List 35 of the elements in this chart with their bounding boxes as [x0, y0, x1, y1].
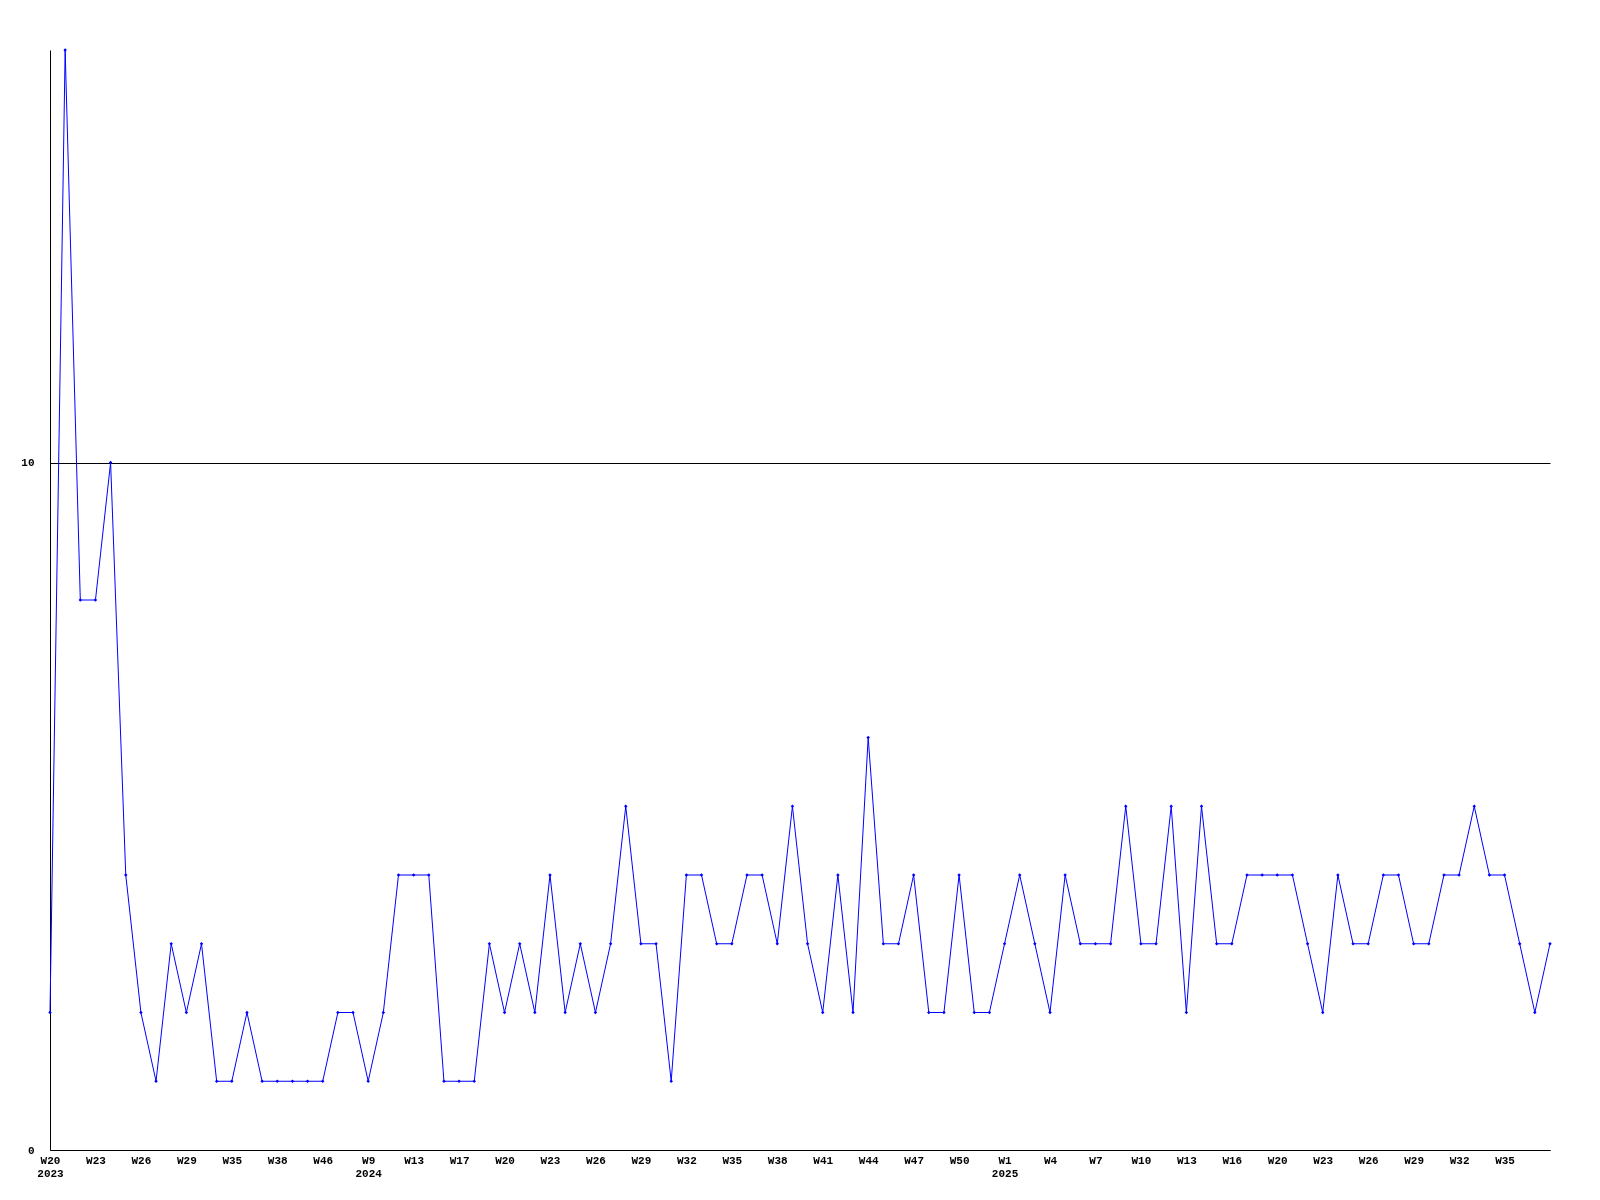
x-tick-label: W32: [676, 1154, 697, 1167]
x-tick-label: W7: [1089, 1154, 1103, 1167]
y-tick-label: 0: [27, 1144, 35, 1157]
x-tick-label: W4: [1043, 1154, 1058, 1167]
x-tick-label: W16: [1222, 1154, 1243, 1167]
x-tick-label: W23: [540, 1154, 561, 1167]
x-tick-label: W35: [222, 1154, 243, 1167]
x-tick-label: W26: [1358, 1154, 1379, 1167]
x-tick-label: W13: [1176, 1154, 1198, 1167]
x-tick-label: W38: [267, 1154, 289, 1167]
x-tick-label: W20: [1267, 1154, 1288, 1167]
x-tick-label: W13: [404, 1154, 425, 1167]
x-tick-label: W47: [904, 1154, 925, 1167]
x-tick-label: W23: [86, 1154, 107, 1167]
x-tick-label: W17: [449, 1154, 470, 1167]
x-tick-label: W26: [586, 1154, 606, 1167]
y-tick-label: 10: [21, 457, 35, 469]
x-tick-label: W35: [722, 1154, 743, 1167]
x-tick-label: W20: [495, 1154, 515, 1167]
x-tick-label: W9 2024: [355, 1154, 383, 1180]
x-tick-label: W32: [1449, 1154, 1470, 1167]
x-tick-label: W38: [767, 1154, 789, 1167]
x-tick-label: W50: [949, 1154, 970, 1167]
x-tick-label: W44: [858, 1154, 879, 1167]
x-tick-label: W20 2023: [37, 1154, 65, 1180]
x-tick-label: W10: [1131, 1154, 1152, 1167]
x-tick-label: W29: [176, 1154, 197, 1167]
x-tick-label: W46: [313, 1154, 334, 1167]
x-tick-label: W26: [131, 1154, 152, 1167]
x-tick-label: W23: [1313, 1154, 1334, 1167]
x-tick-label: W1 2025: [991, 1154, 1019, 1180]
x-tick-label: W29: [631, 1154, 652, 1167]
x-tick-label: W29: [1404, 1154, 1425, 1167]
x-tick-label: W35: [1495, 1154, 1516, 1167]
x-tick-label: W41: [813, 1154, 834, 1167]
